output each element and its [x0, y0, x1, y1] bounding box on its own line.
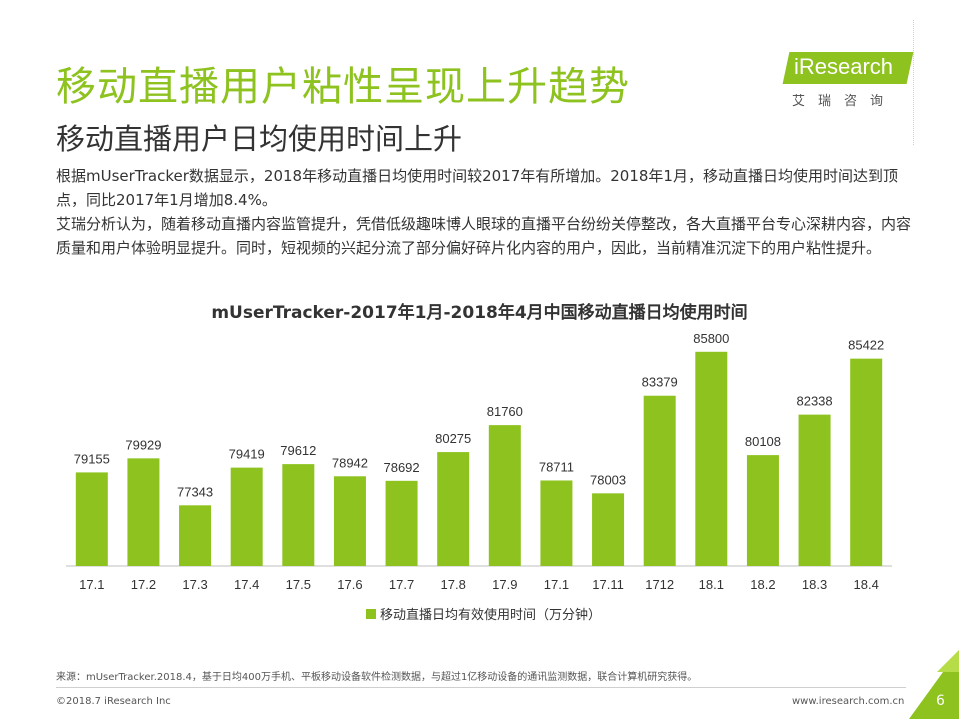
chart-title: mUserTracker-2017年1月-2018年4月中国移动直播日均使用时间 — [211, 303, 748, 323]
data-label: 79419 — [229, 447, 265, 462]
bar — [488, 425, 521, 566]
bar — [592, 493, 625, 566]
legend-label: 移动直播日均有效使用时间（万分钟） — [380, 608, 602, 623]
data-label: 79155 — [74, 451, 110, 466]
data-label: 85422 — [848, 338, 884, 353]
x-tick-label: 18.4 — [854, 577, 879, 592]
x-tick-label: 17.7 — [389, 577, 414, 592]
bar — [695, 351, 728, 566]
x-tick-label: 18.2 — [750, 577, 775, 592]
logo-subtext: 艾瑞咨询 — [792, 94, 897, 109]
x-tick-label: 1712 — [645, 577, 674, 592]
bar — [333, 476, 366, 566]
bar — [179, 505, 212, 566]
x-tick-label: 17.2 — [131, 577, 156, 592]
data-label: 81760 — [487, 404, 523, 419]
bar-chart: 79155 17.1 79929 17.2 77343 17.3 79419 17.4 7961… — [66, 331, 892, 592]
data-label: 78692 — [383, 460, 419, 475]
x-tick-label: 17.8 — [441, 577, 466, 592]
page-subtitle: 移动直播用户日均使用时间上升 — [56, 122, 463, 156]
iresearch-logo: iResearch 艾瑞咨询 — [782, 46, 916, 116]
x-tick-label: 17.4 — [234, 577, 259, 592]
x-tick-label: 18.1 — [699, 577, 724, 592]
page-number: 6 — [936, 693, 945, 709]
data-label: 77343 — [177, 484, 213, 499]
bar — [850, 358, 883, 566]
summary-paragraph-1: 根据mUserTracker数据显示，2018年移动直播日均使用时间较2017年… — [56, 167, 898, 209]
bar — [75, 472, 108, 566]
bar — [540, 480, 573, 566]
x-tick-label: 17.9 — [492, 577, 517, 592]
summary-text: 根据mUserTracker数据显示，2018年移动直播日均使用时间较2017年… — [56, 164, 916, 260]
bar — [643, 395, 676, 566]
data-label: 83379 — [642, 375, 678, 390]
website-link[interactable]: www.iresearch.com.cn — [792, 696, 905, 707]
summary-paragraph-2: 艾瑞分析认为，随着移动直播内容监管提升，凭借低级趣味博人眼球的直播平台纷纷关停整… — [56, 215, 912, 257]
bar — [746, 455, 779, 566]
copyright-text: ©2018.7 iResearch Inc — [56, 696, 171, 707]
bar — [385, 480, 418, 566]
corner-decoration — [909, 650, 959, 719]
data-label: 85800 — [693, 331, 729, 346]
bar — [230, 467, 263, 566]
data-label: 80108 — [745, 434, 781, 449]
x-tick-label: 17.3 — [182, 577, 207, 592]
bar — [798, 414, 831, 566]
data-label: 80275 — [435, 431, 471, 446]
x-tick-label: 17.1 — [79, 577, 104, 592]
data-label: 78711 — [539, 459, 574, 474]
x-tick-label: 18.3 — [802, 577, 827, 592]
page-title: 移动直播用户粘性呈现上升趋势 — [56, 64, 630, 110]
bar — [127, 458, 160, 566]
chart-legend: 移动直播日均有效使用时间（万分钟） — [366, 604, 601, 623]
legend-swatch — [366, 608, 376, 619]
data-label: 79612 — [280, 443, 316, 458]
data-label: 78003 — [590, 472, 626, 487]
data-label: 79929 — [125, 437, 161, 452]
x-tick-label: 17.6 — [337, 577, 362, 592]
source-note: 来源：mUserTracker.2018.4，基于日均400万手机、平板移动设备… — [56, 672, 698, 683]
data-label: 78942 — [332, 455, 368, 470]
header-divider — [913, 20, 914, 145]
bar — [282, 464, 315, 566]
logo-wordmark: iResearch — [794, 54, 894, 79]
x-tick-label: 17.1 — [544, 577, 569, 592]
x-tick-label: 17.11 — [592, 577, 624, 592]
data-label: 82338 — [796, 394, 832, 409]
bar — [437, 452, 470, 566]
x-tick-label: 17.5 — [286, 577, 311, 592]
footer-divider — [56, 687, 906, 688]
